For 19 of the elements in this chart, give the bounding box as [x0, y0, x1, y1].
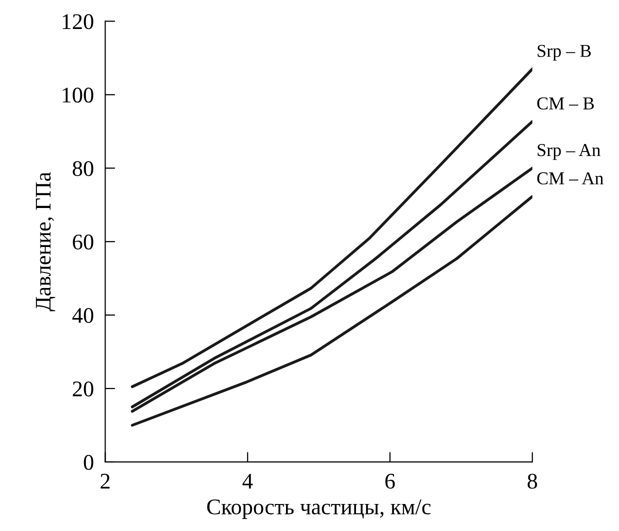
- x-tick-label: 2: [100, 474, 110, 488]
- line-series: [130, 68, 532, 388]
- y-tick-label: 120: [62, 14, 94, 30]
- series-label: CM – B: [537, 97, 594, 110]
- y-axis-title: Давление, ГПа: [36, 172, 56, 312]
- line-series: [130, 195, 532, 427]
- y-tick-label: 100: [62, 88, 94, 103]
- y-tick-label: 80: [72, 161, 94, 176]
- y-tick-label: 60: [72, 234, 94, 250]
- x-tick-label: 4: [242, 474, 253, 488]
- y-tick-label: 40: [72, 308, 94, 323]
- y-tick-label: 20: [72, 381, 94, 396]
- x-tick-label: 8: [528, 474, 538, 489]
- y-tick-label: 0: [84, 454, 94, 470]
- x-tick-label: 6: [385, 474, 395, 489]
- series-label: CM – An: [537, 172, 604, 184]
- series-label: Srp – An: [538, 144, 600, 160]
- x-axis-title: Скорость частицы, км/с: [207, 499, 431, 519]
- series-label: Srp – B: [538, 44, 591, 61]
